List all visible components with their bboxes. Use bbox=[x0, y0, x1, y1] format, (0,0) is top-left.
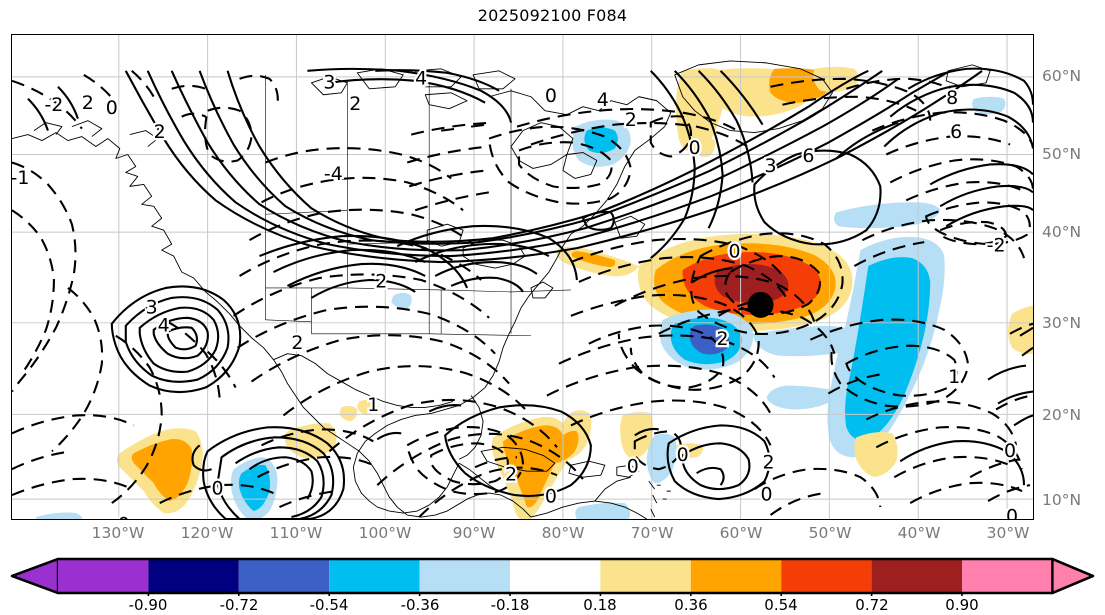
svg-text:8: 8 bbox=[946, 87, 958, 109]
svg-text:0: 0 bbox=[689, 137, 701, 159]
lon-label-110W: 110°W bbox=[269, 524, 323, 542]
svg-text:0: 0 bbox=[106, 97, 118, 119]
lon-label-40W: 40°W bbox=[897, 524, 941, 542]
lon-label-100W: 100°W bbox=[358, 524, 412, 542]
svg-text:-2: -2 bbox=[987, 235, 1006, 257]
svg-text:2: 2 bbox=[717, 328, 729, 350]
colorbar-tick-0.18: 0.18 bbox=[583, 596, 617, 614]
svg-text:2: 2 bbox=[154, 121, 166, 143]
colorbar-tick--0.54: -0.54 bbox=[309, 596, 349, 614]
page-title: 2025092100 F084 bbox=[477, 6, 628, 25]
svg-text:6: 6 bbox=[802, 145, 814, 167]
svg-text:-2: -2 bbox=[44, 94, 63, 116]
positive-contours bbox=[27, 67, 1033, 519]
svg-text:3: 3 bbox=[146, 296, 158, 318]
svg-text:2: 2 bbox=[349, 93, 361, 115]
lon-label-120W: 120°W bbox=[180, 524, 234, 542]
svg-text:2: 2 bbox=[82, 92, 94, 114]
lat-label-20N: 20°N bbox=[1042, 406, 1082, 424]
lat-label-30N: 30°N bbox=[1042, 314, 1082, 332]
lon-label-50W: 50°W bbox=[808, 524, 852, 542]
lon-label-80W: 80°W bbox=[541, 524, 585, 542]
colorbar-band-over bbox=[1051, 557, 1095, 595]
map-plot: -2 2 0 -1 2 3 2 4 -4 4 3 2 2 0 4 2 0 0 3… bbox=[12, 35, 1033, 519]
svg-text:0: 0 bbox=[1006, 506, 1018, 519]
colorbar-bands bbox=[10, 557, 1095, 596]
svg-text:0: 0 bbox=[545, 486, 557, 508]
colorbar-tick-0.36: 0.36 bbox=[674, 596, 708, 614]
svg-text:2: 2 bbox=[375, 270, 387, 292]
svg-text:2: 2 bbox=[762, 452, 774, 474]
colorbar-tick-0.54: 0.54 bbox=[764, 596, 798, 614]
contour-labels: -2 2 0 -1 2 3 2 4 -4 4 3 2 2 0 4 2 0 0 3… bbox=[12, 65, 1020, 519]
lat-label-60N: 60°N bbox=[1042, 67, 1082, 85]
svg-text:4: 4 bbox=[597, 89, 609, 111]
svg-text:6: 6 bbox=[950, 121, 962, 143]
colorbar-tick--0.90: -0.90 bbox=[128, 596, 168, 614]
svg-text:2: 2 bbox=[291, 332, 303, 354]
lat-label-50N: 50°N bbox=[1042, 145, 1082, 163]
colorbar-tick--0.72: -0.72 bbox=[219, 596, 259, 614]
shaded-anomaly-layer bbox=[35, 66, 1033, 519]
lat-label-40N: 40°N bbox=[1042, 223, 1082, 241]
svg-text:0: 0 bbox=[118, 513, 130, 519]
svg-text:0: 0 bbox=[729, 241, 741, 263]
svg-text:3: 3 bbox=[323, 71, 335, 93]
svg-text:3: 3 bbox=[764, 155, 776, 177]
lon-label-130W: 130°W bbox=[91, 524, 145, 542]
lon-label-90W: 90°W bbox=[452, 524, 496, 542]
svg-text:0: 0 bbox=[677, 444, 689, 466]
colorbar-tick-0.90: 0.90 bbox=[945, 596, 979, 614]
svg-text:2: 2 bbox=[625, 109, 637, 131]
lon-label-70W: 70°W bbox=[630, 524, 674, 542]
negative-contours bbox=[12, 70, 1033, 518]
svg-text:1: 1 bbox=[367, 394, 379, 416]
svg-text:-1: -1 bbox=[12, 167, 29, 189]
svg-text:0: 0 bbox=[1004, 440, 1016, 462]
svg-text:2: 2 bbox=[505, 464, 517, 486]
svg-text:1: 1 bbox=[948, 366, 960, 388]
svg-text:-4: -4 bbox=[324, 163, 343, 185]
lon-label-60W: 60°W bbox=[719, 524, 763, 542]
colorbar-tick--0.36: -0.36 bbox=[400, 596, 440, 614]
lat-label-10N: 10°N bbox=[1042, 491, 1082, 509]
svg-text:4: 4 bbox=[158, 314, 170, 336]
storm-center-marker bbox=[747, 291, 774, 318]
colorbar-band-under bbox=[10, 557, 60, 595]
coastlines bbox=[12, 60, 991, 519]
svg-text:0: 0 bbox=[627, 456, 639, 478]
svg-text:0: 0 bbox=[545, 85, 557, 107]
svg-text:4: 4 bbox=[415, 67, 427, 89]
lon-label-30W: 30°W bbox=[986, 524, 1030, 542]
colorbar: -0.90 -0.72 -0.54 -0.36 -0.18 0.18 0.36 … bbox=[0, 556, 1105, 615]
colorbar-svg bbox=[10, 557, 1095, 596]
svg-text:0: 0 bbox=[212, 478, 224, 500]
colorbar-tick--0.18: -0.18 bbox=[490, 596, 530, 614]
colorbar-tick-0.72: 0.72 bbox=[855, 596, 889, 614]
map-panel: -2 2 0 -1 2 3 2 4 -4 4 3 2 2 0 4 2 0 0 3… bbox=[11, 34, 1034, 520]
svg-text:0: 0 bbox=[760, 484, 772, 506]
